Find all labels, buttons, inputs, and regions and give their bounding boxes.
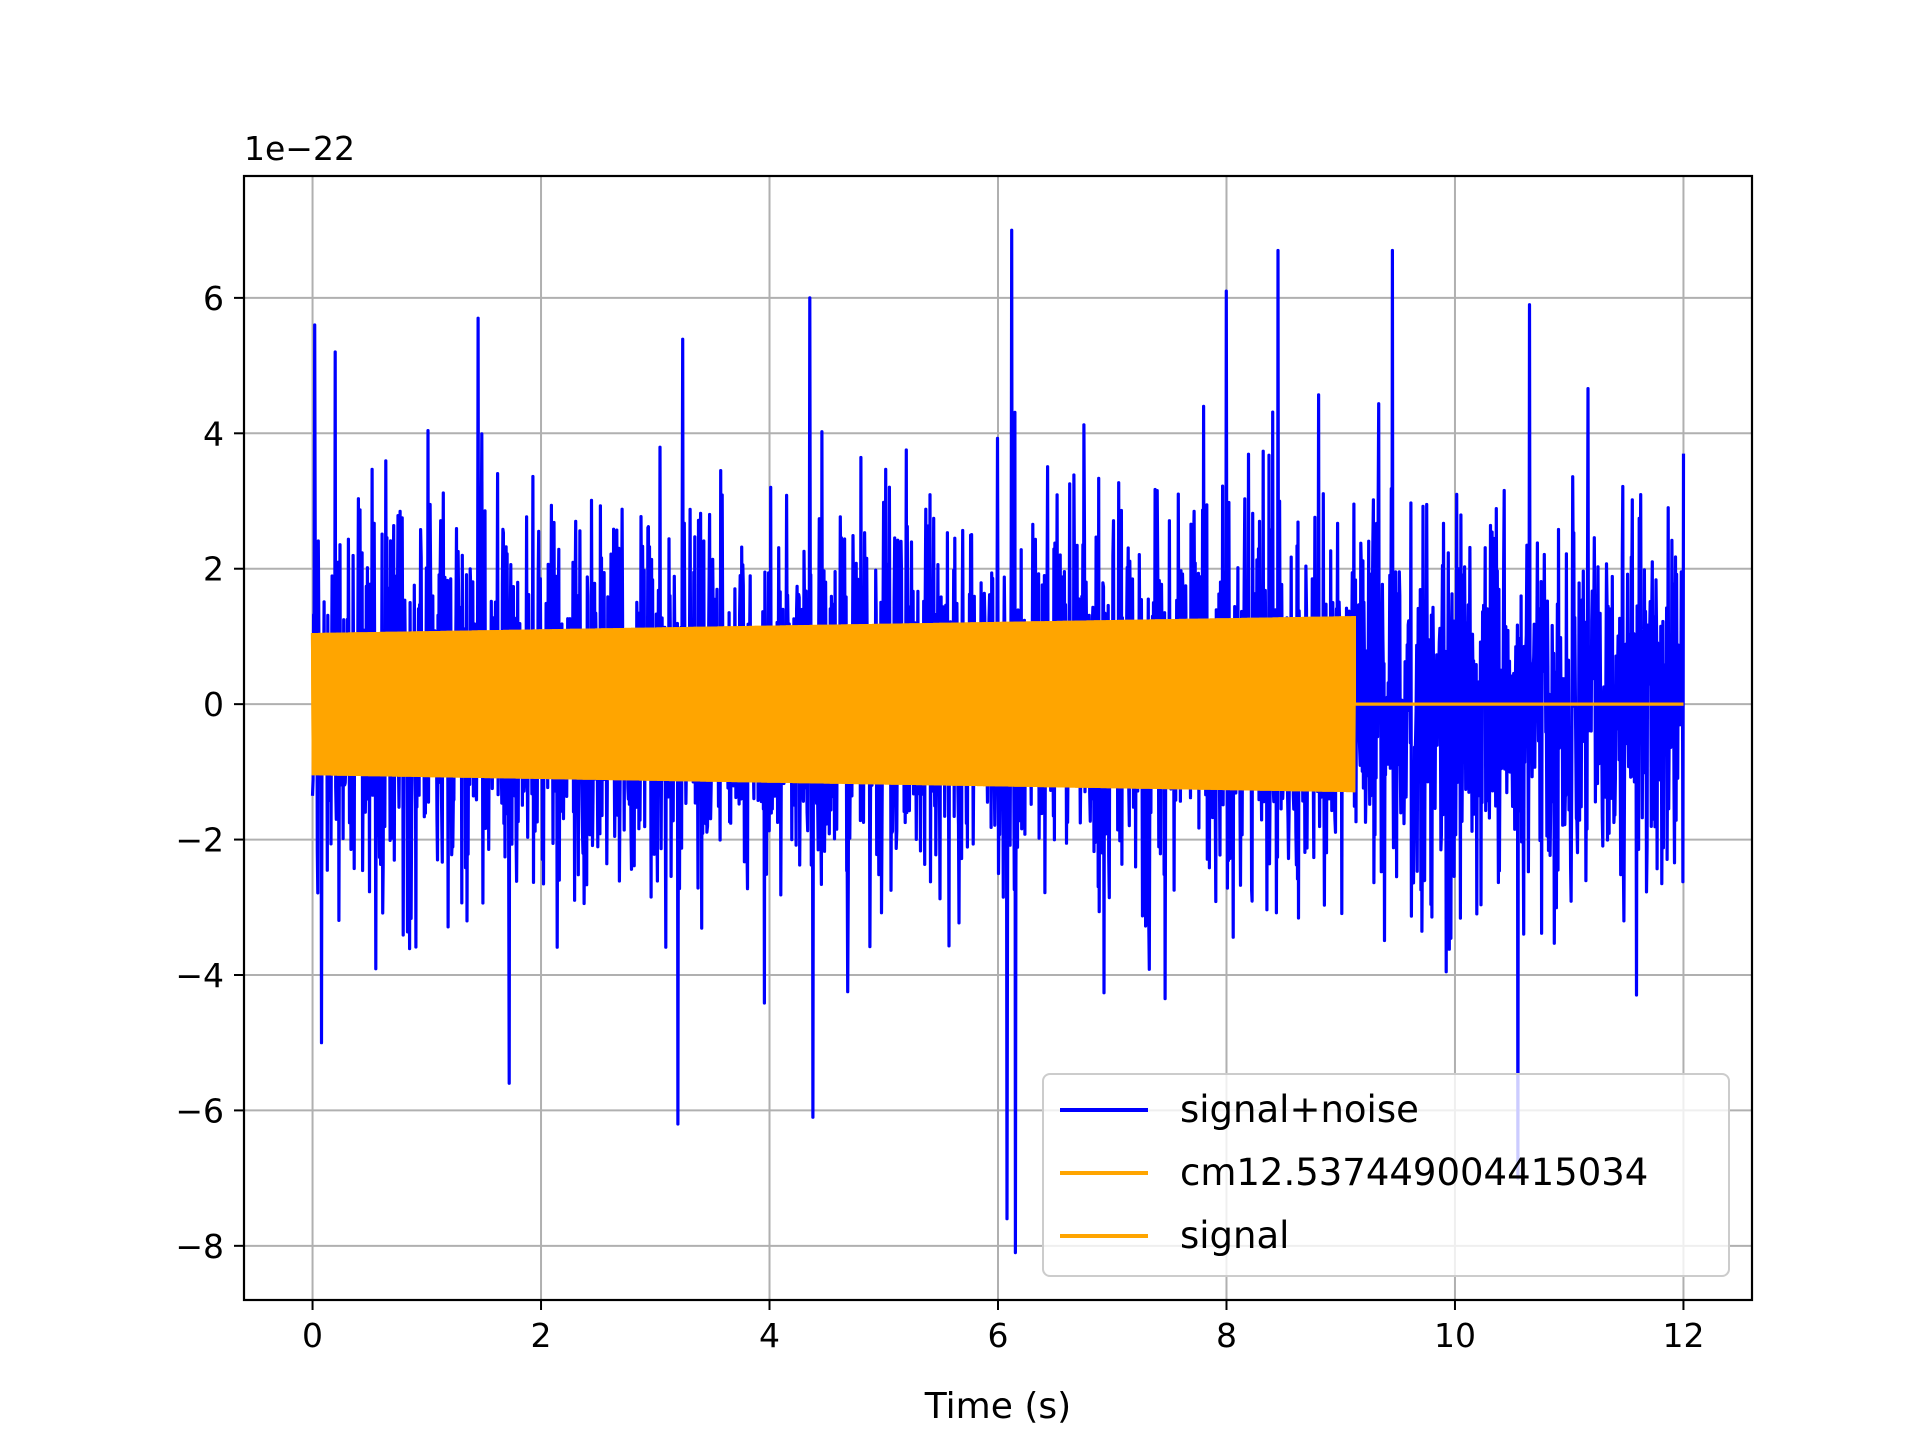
y-tick-label: 2 bbox=[203, 550, 224, 589]
y-tick-label: 6 bbox=[203, 279, 224, 318]
y-tick-label: −2 bbox=[175, 821, 224, 860]
x-tick-label: 12 bbox=[1662, 1316, 1704, 1355]
y-tick-label: 4 bbox=[203, 414, 224, 453]
y-tick-label: 0 bbox=[203, 685, 224, 724]
x-tick-label: 4 bbox=[759, 1316, 780, 1355]
legend-frame bbox=[1042, 1073, 1730, 1277]
y-tick-label: −8 bbox=[175, 1227, 224, 1266]
legend-label-cm: cm12.537449004415034 bbox=[1180, 1151, 1648, 1194]
legend-label-signal: signal bbox=[1180, 1214, 1289, 1257]
legend: signal+noise cm12.537449004415034 signal bbox=[1042, 1073, 1730, 1277]
y-offset-label: 1e−22 bbox=[244, 129, 355, 168]
x-tick-label: 6 bbox=[988, 1316, 1009, 1355]
x-axis-label: Time (s) bbox=[924, 1386, 1071, 1427]
series-line-signal bbox=[310, 616, 1684, 793]
x-tick-label: 8 bbox=[1216, 1316, 1237, 1355]
x-axis: 0 2 4 6 8 10 12 bbox=[302, 1300, 1704, 1355]
x-tick-label: 2 bbox=[531, 1316, 552, 1355]
y-axis: −8 −6 −4 −2 0 2 4 6 bbox=[175, 279, 244, 1266]
x-tick-label: 10 bbox=[1434, 1316, 1476, 1355]
series-layer bbox=[310, 228, 1686, 1255]
x-tick-label: 0 bbox=[302, 1316, 323, 1355]
y-tick-label: −6 bbox=[175, 1091, 224, 1130]
y-tick-label: −4 bbox=[175, 956, 224, 995]
legend-label-signal-noise: signal+noise bbox=[1180, 1088, 1419, 1131]
